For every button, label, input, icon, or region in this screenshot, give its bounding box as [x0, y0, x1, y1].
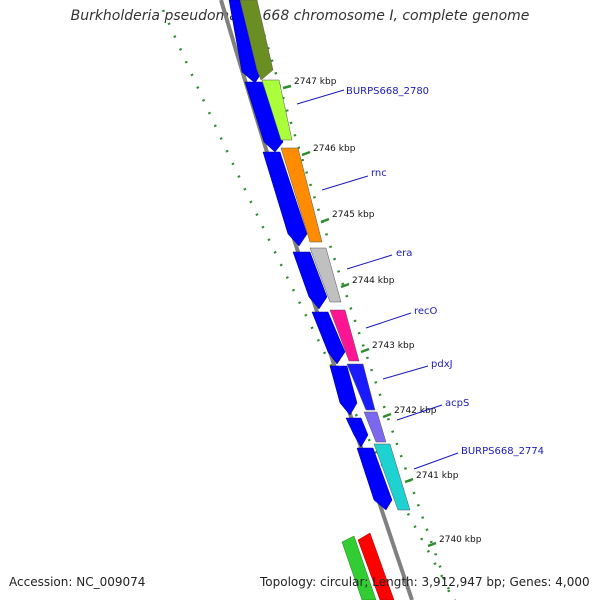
gene-feature-BURPS668_2774 [373, 443, 411, 511]
tick-label: 2744 kbp [352, 276, 395, 286]
tick-mark [320, 217, 330, 224]
gene-label-acpS[interactable]: acpS [445, 398, 469, 409]
tick-label: 2746 kbp [313, 144, 356, 154]
gene-feature-recO [329, 309, 360, 362]
gene-label-BURPS668_2774[interactable]: BURPS668_2774 [461, 446, 544, 457]
leader-line [321, 175, 369, 191]
tick-mark [427, 541, 437, 548]
tick-label: 2740 kbp [439, 535, 482, 545]
leader-line [396, 404, 443, 421]
cds-track-reverse [228, 0, 393, 511]
outer-dotted-ring [161, 9, 457, 600]
leader-line [382, 365, 429, 380]
gene-feature-acpS [363, 411, 387, 443]
leader-line [346, 254, 393, 270]
cds-feature [356, 447, 393, 511]
tick-label: 2747 kbp [294, 77, 337, 87]
tick-mark [340, 282, 350, 289]
tick-mark [404, 477, 414, 484]
tick-mark [301, 150, 311, 157]
genome-summary-text: Topology: circular; Length: 3,912,947 bp… [260, 575, 590, 589]
gene-feature-BURPS668_2780 [261, 79, 293, 141]
tick-label: 2742 kbp [394, 406, 437, 416]
cds-feature [311, 311, 346, 365]
gene-label-rnc[interactable]: rnc [371, 168, 387, 179]
inner-dotted-ring [255, 9, 454, 600]
accession-text: Accession: NC_009074 [9, 575, 146, 589]
gene-feature-era [309, 247, 342, 303]
gene-label-pdxJ[interactable]: pdxJ [431, 359, 453, 370]
tick-label: 2741 kbp [416, 471, 459, 481]
cds-feature [244, 81, 284, 153]
gene-track-forward [239, 0, 411, 511]
tick-label: 2743 kbp [372, 341, 415, 351]
gene-label-BURPS668_2780[interactable]: BURPS668_2780 [346, 86, 429, 97]
scale-ticks [282, 84, 437, 548]
gene-label-recO[interactable]: recO [414, 306, 438, 317]
cds-feature [228, 0, 263, 84]
tick-mark [360, 347, 370, 354]
leader-line [296, 89, 345, 105]
tick-label: 2745 kbp [332, 210, 375, 220]
gene-label-era[interactable]: era [396, 248, 412, 259]
map-title: Burkholderia pseudomallei 668 chromosome… [70, 8, 530, 24]
gene-feature-olive [239, 0, 274, 81]
cds-feature [329, 365, 358, 416]
gene-feature-red-partial [357, 532, 395, 600]
cds-feature [262, 151, 308, 247]
tick-mark [282, 84, 292, 90]
cds-feature [345, 417, 369, 448]
label-leaders [296, 89, 459, 470]
leader-line [413, 452, 459, 470]
gene-labels: BURPS668_2780 rnc era recO pdxJ acpS BUR… [346, 86, 544, 457]
tick-mark [382, 412, 392, 419]
gene-feature-pdxJ [346, 363, 376, 411]
cds-feature [292, 251, 328, 310]
gene-feature-rnc [280, 147, 323, 243]
leader-line [365, 312, 412, 329]
scale-tick-labels: 2747 kbp 2746 kbp 2745 kbp 2744 kbp 2743… [294, 77, 482, 545]
gene-feature-green-partial [341, 535, 377, 600]
